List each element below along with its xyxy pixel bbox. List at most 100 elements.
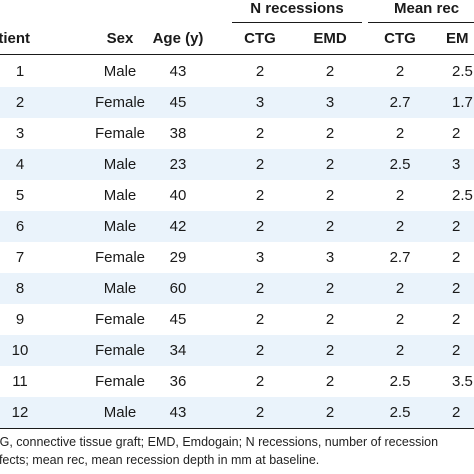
cell-age: 36 [169, 373, 187, 390]
cell-age: 45 [169, 94, 187, 111]
cell-sex: Male [103, 404, 137, 421]
cell-n-emd: 2 [325, 404, 335, 421]
cell-sex: Male [103, 63, 137, 80]
cell-n-ctg: 2 [255, 404, 265, 421]
cell-mean-ctg: 2 [395, 218, 405, 235]
cell-mean-emd: 1.7 [452, 94, 473, 111]
cell-mean-emd: 2 [452, 342, 461, 359]
cell-n-ctg: 2 [255, 125, 265, 142]
cell-n-emd: 3 [325, 94, 335, 111]
table-row: 9 Female 45 2 2 2 2 [0, 304, 474, 335]
cell-patient: 4 [15, 156, 25, 173]
cell-mean-emd: 2 [452, 125, 461, 142]
table-row: 4 Male 23 2 2 2.5 3 [0, 149, 474, 180]
table-row: 10 Female 34 2 2 2 2 [0, 335, 474, 366]
cell-sex: Male [103, 156, 137, 173]
cell-patient: 7 [15, 249, 25, 266]
cell-mean-ctg: 2.5 [389, 156, 411, 173]
cell-patient: 9 [15, 311, 25, 328]
cell-sex: Male [103, 187, 137, 204]
cell-n-emd: 2 [325, 156, 335, 173]
bottom-rule [0, 428, 474, 429]
column-header-mean-ctg: CTG [384, 30, 416, 47]
group-header-n-recessions: N recessions [250, 0, 344, 17]
cell-patient: 3 [15, 125, 25, 142]
cell-age: 42 [169, 218, 187, 235]
cell-mean-emd: 2 [452, 404, 461, 421]
cell-patient: 1 [15, 63, 25, 80]
cell-mean-emd: 2 [452, 218, 461, 235]
cell-age: 43 [169, 404, 187, 421]
group-rule-mean-rec [368, 22, 474, 23]
table-row: 8 Male 60 2 2 2 2 [0, 273, 474, 304]
column-header-n-emd: EMD [313, 30, 347, 47]
cell-n-ctg: 2 [255, 311, 265, 328]
table-row: 11 Female 36 2 2 2.5 3.5 [0, 366, 474, 397]
cell-sex: Female [94, 373, 146, 390]
cell-n-ctg: 2 [255, 187, 265, 204]
cell-mean-ctg: 2.7 [389, 94, 411, 111]
group-header-mean-rec: Mean rec [394, 0, 460, 17]
cell-mean-emd: 2.5 [452, 63, 473, 80]
cell-patient: 5 [15, 187, 25, 204]
cell-patient: 2 [15, 94, 25, 111]
table-row: 6 Male 42 2 2 2 2 [0, 211, 474, 242]
header-rule [0, 54, 474, 55]
cell-patient: 11 [12, 373, 28, 390]
cell-n-ctg: 3 [255, 249, 265, 266]
cell-mean-ctg: 2 [395, 280, 405, 297]
column-header-mean-emd: EM [446, 30, 469, 47]
column-header-sex: Sex [106, 30, 134, 47]
cell-mean-ctg: 2.5 [389, 373, 411, 390]
cell-n-ctg: 2 [255, 63, 265, 80]
cell-mean-emd: 2 [452, 280, 461, 297]
cell-mean-emd: 2 [452, 249, 461, 266]
cell-sex: Female [94, 311, 146, 328]
cell-sex: Male [103, 218, 137, 235]
cell-patient: 6 [15, 218, 25, 235]
cell-n-emd: 2 [325, 63, 335, 80]
cell-n-emd: 2 [325, 342, 335, 359]
cell-age: 45 [169, 311, 187, 328]
cell-mean-ctg: 2.5 [389, 404, 411, 421]
cell-sex: Female [94, 94, 146, 111]
cell-mean-emd: 3 [452, 156, 461, 173]
cell-n-ctg: 2 [255, 280, 265, 297]
cell-mean-ctg: 2 [395, 63, 405, 80]
cell-sex: Female [94, 342, 146, 359]
column-header-age: Age (y) [152, 30, 204, 47]
cell-age: 29 [169, 249, 187, 266]
column-header-patient: atient [0, 30, 31, 47]
cell-n-emd: 3 [325, 249, 335, 266]
cell-mean-ctg: 2 [395, 311, 405, 328]
cell-age: 34 [169, 342, 187, 359]
cell-mean-emd: 2.5 [452, 187, 473, 204]
cell-n-emd: 2 [325, 218, 335, 235]
cell-patient: 8 [15, 280, 25, 297]
footnote-line-1: TG, connective tissue graft; EMD, Emdoga… [0, 435, 439, 449]
cell-mean-ctg: 2 [395, 125, 405, 142]
table-row: 7 Female 29 3 3 2.7 2 [0, 242, 474, 273]
cell-mean-ctg: 2 [395, 342, 405, 359]
table-footnote: TG, connective tissue graft; EMD, Emdoga… [0, 433, 474, 469]
cell-n-emd: 2 [325, 280, 335, 297]
cell-age: 38 [169, 125, 187, 142]
cell-age: 23 [169, 156, 187, 173]
cell-sex: Female [94, 249, 146, 266]
column-header-n-ctg: CTG [244, 30, 276, 47]
table-row: 3 Female 38 2 2 2 2 [0, 118, 474, 149]
table-row: 12 Male 43 2 2 2.5 2 [0, 397, 474, 428]
cell-patient: 12 [11, 404, 29, 421]
cell-mean-emd: 2 [452, 311, 461, 328]
table-row: 2 Female 45 3 3 2.7 1.7 [0, 87, 474, 118]
cell-n-ctg: 2 [255, 156, 265, 173]
cell-n-emd: 2 [325, 125, 335, 142]
table-row: 1 Male 43 2 2 2 2.5 [0, 56, 474, 87]
cell-sex: Female [94, 125, 146, 142]
group-rule-n-recessions [232, 22, 362, 23]
cell-age: 43 [169, 63, 187, 80]
cell-mean-ctg: 2 [395, 187, 405, 204]
cell-age: 60 [169, 280, 187, 297]
footnote-line-2: efects; mean rec, mean recession depth i… [0, 453, 320, 467]
